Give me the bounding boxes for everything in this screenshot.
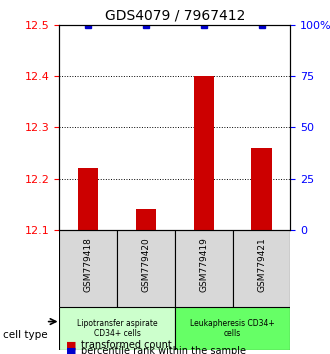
FancyBboxPatch shape [175, 307, 290, 350]
Text: ■: ■ [66, 346, 77, 354]
Bar [136, 210, 156, 230]
Bar [194, 76, 214, 230]
Text: GSM779421: GSM779421 [257, 237, 266, 292]
Text: GSM779418: GSM779418 [84, 237, 93, 292]
Text: Leukapheresis CD34+
cells: Leukapheresis CD34+ cells [190, 319, 275, 338]
Text: percentile rank within the sample: percentile rank within the sample [81, 346, 246, 354]
Text: GSM779420: GSM779420 [142, 237, 150, 292]
FancyBboxPatch shape [117, 230, 175, 307]
Text: Lipotransfer aspirate
CD34+ cells: Lipotransfer aspirate CD34+ cells [77, 319, 157, 338]
Text: ■: ■ [66, 340, 77, 350]
Text: cell type: cell type [3, 330, 48, 339]
Bar [251, 148, 272, 230]
FancyBboxPatch shape [233, 230, 290, 307]
Title: GDS4079 / 7967412: GDS4079 / 7967412 [105, 8, 245, 22]
FancyBboxPatch shape [175, 230, 233, 307]
Text: transformed count: transformed count [81, 340, 172, 350]
FancyBboxPatch shape [59, 230, 117, 307]
Text: GSM779419: GSM779419 [199, 237, 208, 292]
Bar [78, 169, 98, 230]
FancyBboxPatch shape [59, 307, 175, 350]
